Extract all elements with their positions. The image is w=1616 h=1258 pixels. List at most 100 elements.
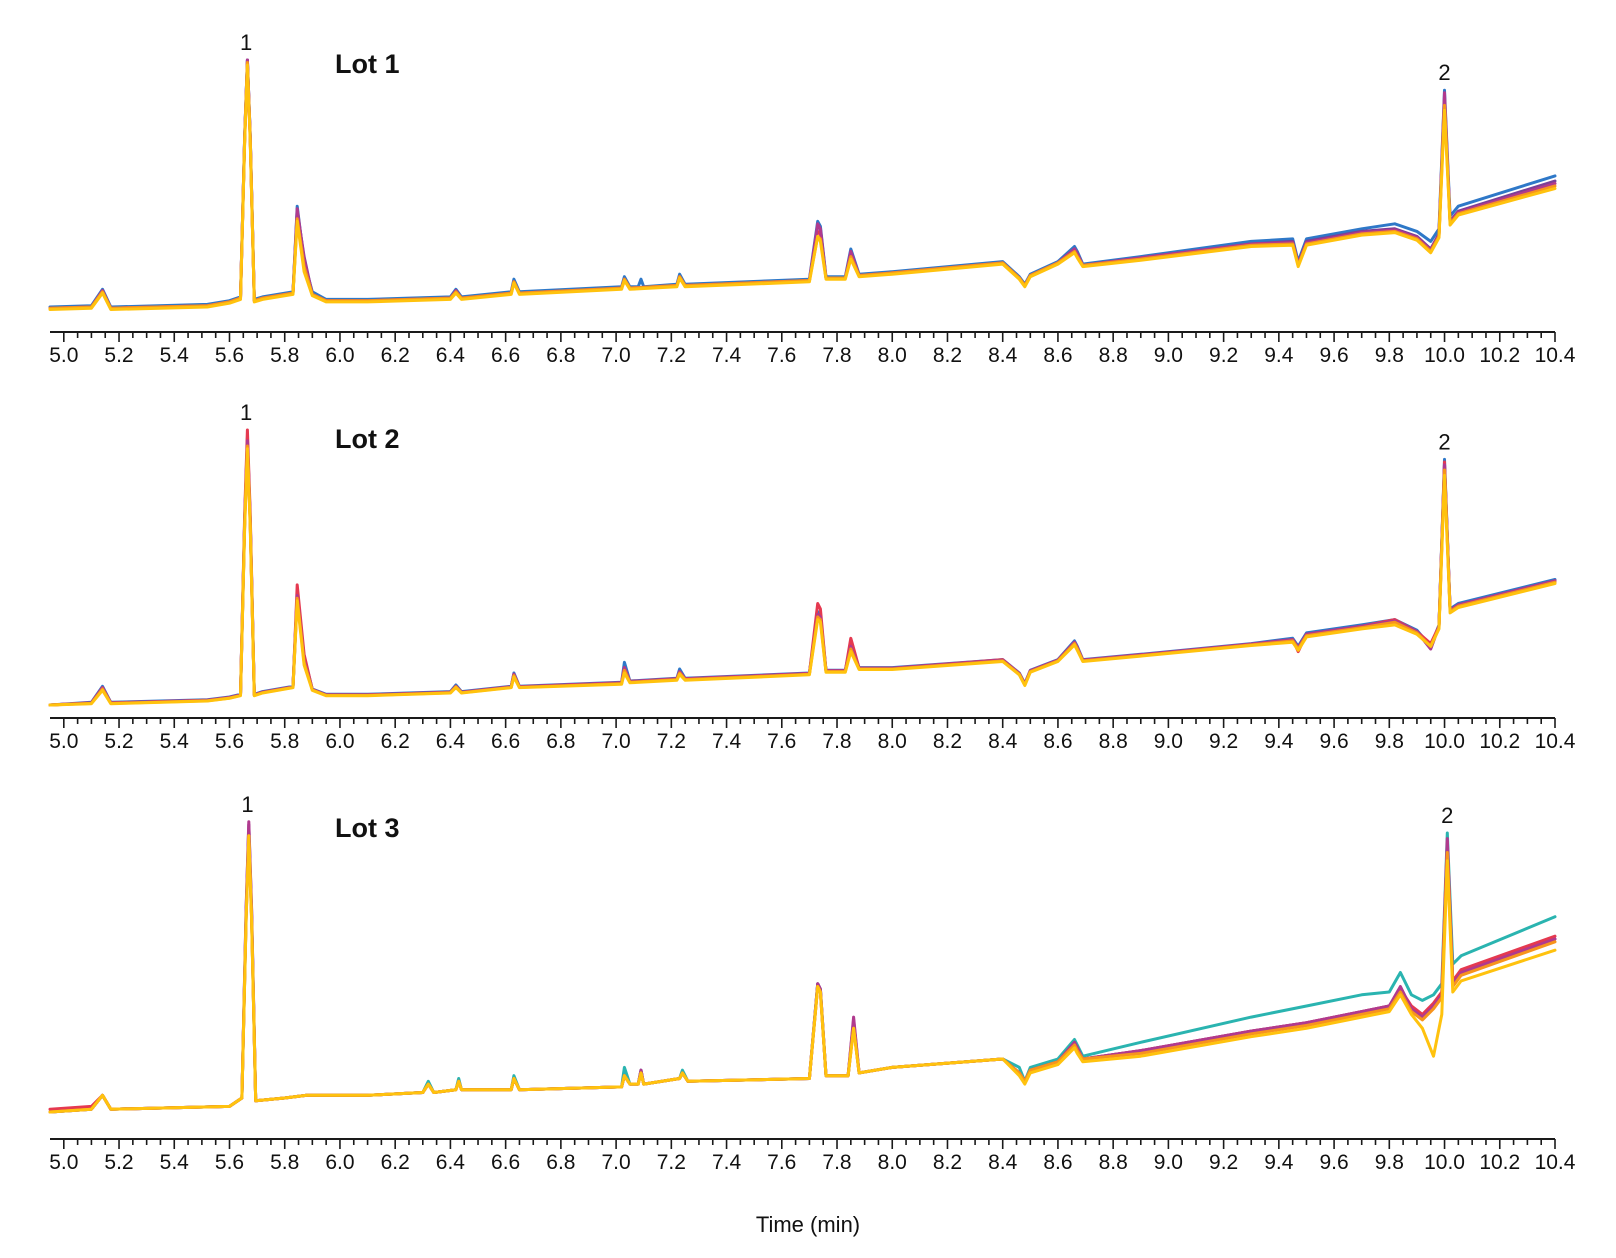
series-line	[48, 831, 1557, 1114]
x-tick-label: 7.6	[767, 730, 796, 753]
x-tick-label: 7.8	[822, 1151, 851, 1174]
x-tick-label: 8.2	[933, 344, 962, 367]
x-tick-label: 6.4	[436, 730, 466, 753]
x-tick-label: 8.4	[988, 730, 1018, 753]
x-tick-label: 7.4	[712, 344, 742, 367]
series-line	[48, 58, 1557, 310]
chart-panel-lot-2: Lot 2 5.0 5.2 5.4 5.6 5.8 6.0 6.2 6.4 6.6 6.8 7.0 7…	[48, 400, 1576, 753]
x-tick-label: 10.4	[1535, 1151, 1576, 1174]
x-tick-label: 8.6	[1043, 730, 1072, 753]
chart-title: Lot 2	[335, 424, 400, 454]
x-tick-label: 7.0	[601, 730, 630, 753]
series-line	[48, 63, 1557, 311]
x-tick-label: 8.8	[1099, 1151, 1128, 1174]
x-tick-label: 9.0	[1154, 730, 1183, 753]
chart-panel-lot-3: Lot 3 5.0 5.2 5.4 5.6 5.8 6.0 6.2 6.4 6.6 6.8 7.0 7…	[48, 792, 1576, 1174]
series-line	[48, 823, 1557, 1114]
x-tick-label: 9.0	[1154, 344, 1183, 367]
x-tick-label: 5.4	[160, 344, 190, 367]
x-tick-label: 5.6	[215, 730, 244, 753]
peak-label: 1	[241, 792, 253, 817]
series-line	[48, 439, 1557, 707]
series-line	[48, 58, 1557, 309]
x-tick-label: 5.2	[104, 730, 133, 753]
series-line	[48, 436, 1557, 707]
x-tick-label: 8.0	[878, 730, 907, 753]
x-tick-label: 5.8	[270, 344, 299, 367]
x-tick-label: 10.2	[1479, 344, 1520, 367]
x-tick-label: 6.8	[546, 730, 575, 753]
x-tick-label: 5.0	[49, 344, 78, 367]
chart-title: Lot 1	[335, 49, 400, 79]
x-tick-label: 7.0	[601, 344, 630, 367]
x-tick-label: 9.2	[1209, 344, 1238, 367]
series-line	[48, 58, 1557, 310]
x-tick-label: 9.6	[1319, 730, 1348, 753]
x-tick-label: 6.4	[436, 344, 466, 367]
peak-label: 2	[1441, 803, 1453, 828]
x-tick-label: 7.4	[712, 730, 742, 753]
x-tick-label: 6.0	[325, 730, 354, 753]
x-tick-label: 5.6	[215, 344, 244, 367]
x-tick-label: 6.8	[546, 344, 575, 367]
series-line	[48, 61, 1557, 310]
x-tick-label: 7.6	[767, 344, 796, 367]
series-line	[48, 834, 1557, 1114]
x-tick-label: 7.2	[657, 344, 686, 367]
series-line	[48, 820, 1557, 1114]
x-tick-label: 8.0	[878, 344, 907, 367]
x-tick-label: 10.4	[1535, 344, 1576, 367]
x-tick-label: 8.4	[988, 1151, 1018, 1174]
x-tick-label: 10.0	[1424, 344, 1465, 367]
x-tick-label: 6.8	[546, 1151, 575, 1174]
x-tick-label: 9.4	[1264, 1151, 1294, 1174]
chart-title: Lot 3	[335, 813, 400, 843]
x-tick-label: 9.0	[1154, 1151, 1183, 1174]
series-line	[48, 834, 1557, 1114]
x-tick-label: 6.2	[381, 344, 410, 367]
x-tick-label: 6.2	[381, 730, 410, 753]
peak-label: 2	[1438, 429, 1450, 454]
x-tick-label: 7.4	[712, 1151, 742, 1174]
x-tick-label: 8.4	[988, 344, 1018, 367]
x-tick-label: 5.6	[215, 1151, 244, 1174]
peak-label: 1	[240, 400, 252, 425]
x-tick-label: 6.4	[436, 1151, 466, 1174]
x-tick-label: 7.6	[767, 1151, 796, 1174]
x-tick-label: 8.6	[1043, 344, 1072, 367]
x-tick-label: 9.8	[1375, 344, 1404, 367]
series-line	[48, 444, 1557, 707]
peak-label: 1	[240, 30, 252, 55]
x-tick-label: 5.8	[270, 730, 299, 753]
x-tick-label: 5.4	[160, 730, 190, 753]
x-tick-label: 6.0	[325, 1151, 354, 1174]
x-tick-label: 5.0	[49, 730, 78, 753]
x-tick-label: 9.8	[1375, 730, 1404, 753]
x-tick-label: 6.6	[491, 1151, 520, 1174]
x-tick-label: 10.0	[1424, 730, 1465, 753]
x-tick-label: 9.4	[1264, 344, 1294, 367]
x-tick-label: 10.2	[1479, 730, 1520, 753]
x-tick-label: 9.2	[1209, 1151, 1238, 1174]
x-tick-label: 6.2	[381, 1151, 410, 1174]
x-tick-label: 9.2	[1209, 730, 1238, 753]
x-tick-label: 6.6	[491, 730, 520, 753]
x-tick-label: 5.8	[270, 1151, 299, 1174]
x-tick-label: 7.8	[822, 730, 851, 753]
series-line	[48, 61, 1557, 310]
x-tick-label: 7.2	[657, 730, 686, 753]
x-tick-label: 6.6	[491, 344, 520, 367]
series-line	[48, 831, 1557, 1111]
series-line	[48, 439, 1557, 707]
x-tick-label: 10.0	[1424, 1151, 1465, 1174]
x-tick-label: 5.2	[104, 344, 133, 367]
x-tick-label: 8.0	[878, 1151, 907, 1174]
x-tick-label: 8.2	[933, 730, 962, 753]
x-tick-label: 5.2	[104, 1151, 133, 1174]
x-tick-label: 8.6	[1043, 1151, 1072, 1174]
x-axis-title: Time (min)	[756, 1212, 860, 1237]
x-tick-label: 7.0	[601, 1151, 630, 1174]
x-tick-label: 9.6	[1319, 1151, 1348, 1174]
x-tick-label: 5.0	[49, 1151, 78, 1174]
x-tick-label: 8.8	[1099, 344, 1128, 367]
